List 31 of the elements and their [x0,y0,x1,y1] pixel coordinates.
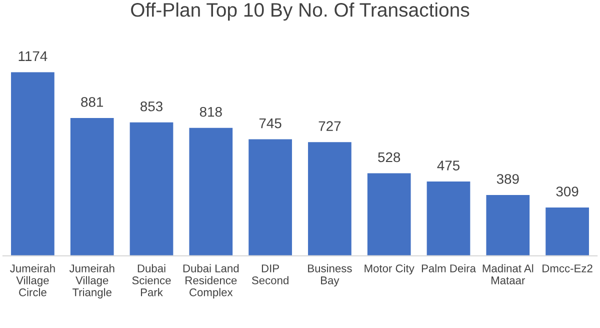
bar [70,118,114,256]
bar [308,142,352,256]
bar [426,182,470,256]
bar [189,128,233,256]
x-tick-label: Business Bay [308,264,352,286]
bar [248,139,292,256]
data-label: 1174 [18,51,48,61]
x-tick-label: Dubai Science Park [132,264,171,296]
x-tick-label: Jumeirah Village Triangle [69,264,114,298]
data-label: 727 [318,121,341,131]
bar [11,72,54,256]
x-tick-label: Dubai Land Residence Complex [183,264,239,298]
bar [367,173,411,256]
data-label: 389 [496,174,519,184]
bar [546,207,589,256]
data-label: 309 [556,186,578,196]
x-tick-label: Palm Deira [422,264,476,272]
data-label: 818 [200,106,222,117]
x-tick-label: DIP Second [252,264,288,284]
bar [130,122,174,256]
chart-title: Off-Plan Top 10 By No. Of Transactions [131,2,470,21]
data-label: 528 [378,152,400,162]
data-label: 475 [437,160,460,170]
data-label: 853 [140,101,162,112]
x-tick-label: Madinat Al Mataar [482,264,534,284]
x-tick-label: Jumeirah Village Circle [10,264,55,296]
data-label: 745 [259,118,282,128]
bar [486,194,530,256]
x-tick-label: Motor City [364,264,414,275]
x-tick-label: Dmcc-Ez2 [542,264,592,272]
data-label: 881 [81,97,104,107]
